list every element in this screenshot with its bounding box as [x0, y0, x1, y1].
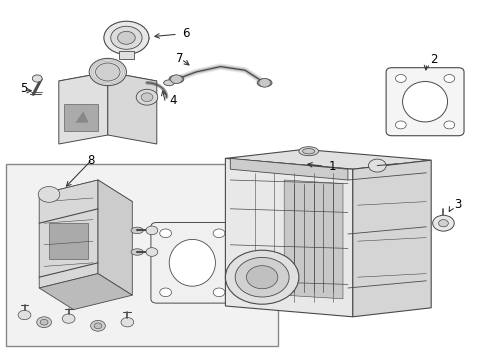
- FancyBboxPatch shape: [386, 68, 464, 136]
- Circle shape: [235, 257, 289, 297]
- Bar: [64, 104, 98, 131]
- Circle shape: [38, 186, 60, 202]
- Circle shape: [368, 159, 386, 172]
- Circle shape: [118, 31, 135, 44]
- Circle shape: [91, 320, 105, 331]
- Circle shape: [62, 314, 75, 323]
- Circle shape: [141, 93, 153, 102]
- Circle shape: [37, 317, 51, 328]
- Text: 1: 1: [328, 160, 336, 173]
- Polygon shape: [230, 158, 348, 180]
- Circle shape: [225, 250, 299, 304]
- Polygon shape: [98, 180, 132, 295]
- Circle shape: [246, 266, 278, 289]
- Ellipse shape: [303, 149, 315, 154]
- Circle shape: [395, 75, 406, 82]
- Ellipse shape: [164, 80, 174, 86]
- Polygon shape: [59, 72, 157, 90]
- Polygon shape: [76, 112, 88, 122]
- FancyBboxPatch shape: [151, 222, 234, 303]
- Circle shape: [40, 319, 48, 325]
- Circle shape: [444, 121, 455, 129]
- Circle shape: [32, 75, 42, 82]
- Ellipse shape: [299, 147, 318, 156]
- Polygon shape: [39, 180, 98, 288]
- Circle shape: [111, 26, 142, 49]
- Circle shape: [18, 310, 31, 320]
- Ellipse shape: [403, 81, 447, 122]
- Text: 5: 5: [21, 82, 28, 95]
- Ellipse shape: [257, 79, 272, 87]
- Circle shape: [395, 121, 406, 129]
- Polygon shape: [39, 274, 132, 310]
- Polygon shape: [59, 72, 108, 144]
- Circle shape: [89, 58, 126, 86]
- Polygon shape: [39, 180, 132, 216]
- Polygon shape: [108, 72, 157, 144]
- Ellipse shape: [131, 227, 143, 234]
- Circle shape: [104, 21, 149, 54]
- Polygon shape: [225, 149, 431, 169]
- Bar: [119, 51, 134, 59]
- Text: 7: 7: [176, 52, 184, 65]
- Circle shape: [160, 288, 172, 297]
- Text: 3: 3: [454, 198, 462, 211]
- Circle shape: [96, 63, 120, 81]
- Text: 6: 6: [182, 27, 190, 40]
- Text: 4: 4: [169, 94, 176, 107]
- Circle shape: [433, 215, 454, 231]
- Circle shape: [121, 318, 134, 327]
- Bar: [6, 164, 278, 346]
- Ellipse shape: [169, 75, 184, 83]
- Circle shape: [136, 89, 158, 105]
- Ellipse shape: [131, 249, 143, 255]
- Circle shape: [439, 220, 448, 227]
- Circle shape: [94, 323, 102, 329]
- Circle shape: [160, 229, 172, 238]
- Polygon shape: [225, 158, 353, 317]
- Polygon shape: [353, 160, 431, 317]
- Circle shape: [259, 78, 270, 87]
- Circle shape: [213, 288, 225, 297]
- Bar: [49, 223, 88, 259]
- Circle shape: [213, 229, 225, 238]
- Circle shape: [444, 75, 455, 82]
- Polygon shape: [284, 180, 343, 299]
- Circle shape: [146, 226, 158, 235]
- Text: 8: 8: [87, 154, 95, 167]
- Circle shape: [171, 75, 182, 84]
- Circle shape: [146, 248, 158, 256]
- Text: 2: 2: [430, 53, 438, 66]
- Ellipse shape: [169, 239, 216, 286]
